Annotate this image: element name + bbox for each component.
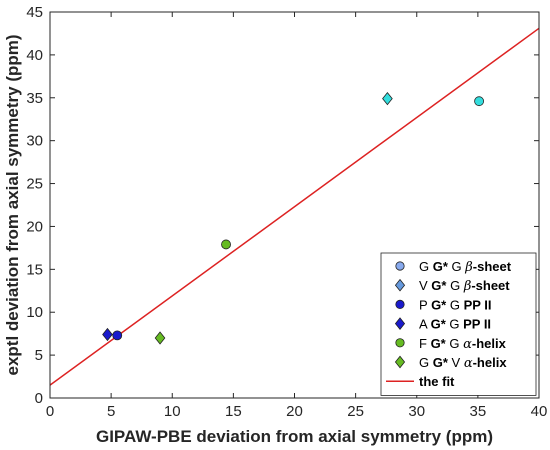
y-tick-label: 45 xyxy=(26,4,43,21)
x-tick-label: 25 xyxy=(347,403,364,420)
x-tick-label: 30 xyxy=(408,403,425,420)
legend-label: G G* G β-sheet xyxy=(419,259,512,275)
y-tick-label: 35 xyxy=(26,90,43,107)
y-tick-label: 40 xyxy=(26,47,43,64)
data-point-diamond xyxy=(154,331,166,345)
legend-label: G G* V α-helix xyxy=(419,355,507,371)
legend-label: V G* G β-sheet xyxy=(419,278,510,294)
y-tick-label: 30 xyxy=(26,133,43,150)
y-tick-label: 15 xyxy=(26,261,43,278)
legend-marker xyxy=(395,338,405,348)
x-tick-label: 10 xyxy=(164,403,181,420)
legend-marker xyxy=(395,261,405,271)
legend-marker xyxy=(395,299,405,309)
y-axis-label: exptl deviation from axial symmetry (ppm… xyxy=(3,34,22,375)
data-point-circle xyxy=(112,330,123,341)
data-point-diamond xyxy=(102,327,113,342)
data-point-circle xyxy=(474,96,484,107)
y-tick-label: 5 xyxy=(35,347,43,364)
x-tick-label: 0 xyxy=(46,403,54,420)
legend-marker xyxy=(394,355,406,369)
x-tick-label: 40 xyxy=(531,403,548,420)
y-tick-label: 25 xyxy=(26,176,43,193)
legend-marker xyxy=(394,278,406,292)
legend-fit-label: the fit xyxy=(419,374,455,389)
legend-marker xyxy=(394,317,406,330)
y-tick-label: 20 xyxy=(26,218,43,235)
y-tick-label: 0 xyxy=(35,390,43,407)
x-tick-label: 15 xyxy=(225,403,242,420)
x-tick-label: 5 xyxy=(107,403,115,420)
legend: G G* G β-sheet V G* G β-sheet P G* G PP II… xyxy=(380,252,537,396)
x-tick-label: 20 xyxy=(286,403,303,420)
legend-label: A G* G PP II xyxy=(419,317,491,332)
fit-line xyxy=(49,27,540,386)
y-tick-label: 10 xyxy=(26,304,43,321)
data-point-diamond xyxy=(382,91,393,106)
legend-label: P G* G PP II xyxy=(419,297,492,312)
x-axis-label: GIPAW-PBE deviation from axial symmetry … xyxy=(96,427,493,446)
legend-box xyxy=(380,252,537,396)
data-point-circle xyxy=(221,239,231,250)
x-tick-label: 35 xyxy=(470,403,487,420)
legend-label: F G* G α-helix xyxy=(419,336,507,352)
